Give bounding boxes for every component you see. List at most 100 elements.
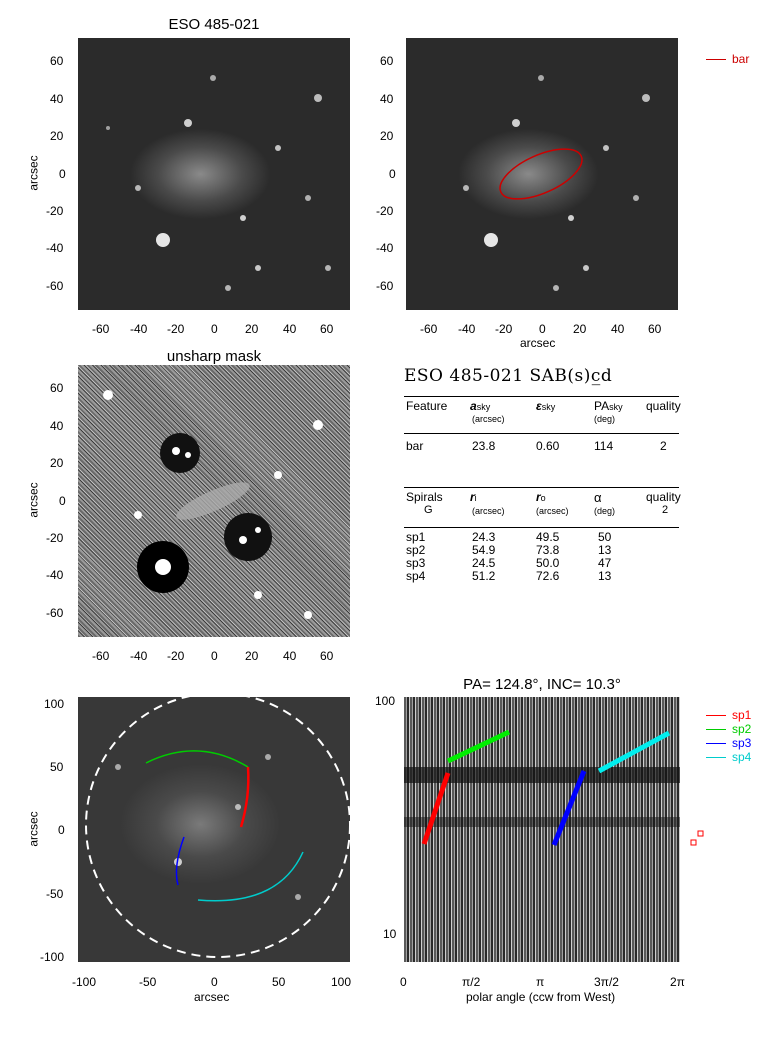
legend-markers [690,830,704,846]
sp-header-ri-symbol: r [470,490,475,504]
sp1-arc [239,766,250,828]
sp-row-ro: 49.5 [536,530,560,544]
legend-sp1-line [706,715,726,717]
sp-header-rule-bottom [404,527,679,528]
bar-header-rule-top [404,396,679,397]
sp2-line [446,729,511,764]
legend-sp4-label: sp4 [732,750,752,764]
ytick: 60 [50,54,64,68]
sp-header-alpha: α [594,490,602,505]
sp-header-ro: ro [536,490,546,504]
sp3-line [551,770,587,846]
xtick: -20 [167,322,185,336]
panel-ml-ylabel: arcsec [26,482,41,518]
bar-header-eps-symbol: ε [536,399,542,413]
bar-ellipse [499,148,583,200]
xtick: π/2 [462,975,481,989]
ytick: -40 [46,241,64,255]
panel-bl-image [78,692,351,962]
sp-row-ri: 24.3 [472,530,496,544]
xtick: -60 [92,322,110,336]
panel-bl-ylabel: arcsec [26,811,41,847]
xtick: π [536,975,545,989]
xtick: 0 [211,649,218,663]
bar-header-a-sub: sky [476,402,491,412]
xtick: 40 [611,322,625,336]
legend-sp3-line [706,743,726,745]
xtick: -40 [130,649,148,663]
xtick: -20 [167,649,185,663]
legend-bar: bar [706,52,749,66]
bar-header-feature: Feature [406,399,448,413]
ytick: -40 [376,241,394,255]
xtick: 0 [211,975,218,989]
sp-header-rule-top [404,487,679,488]
xtick: -20 [495,322,513,336]
sp1-line [421,772,451,845]
ytick: 0 [389,167,396,181]
legend-sp2-label: sp2 [732,722,752,736]
sp-header-ri-sub: i [474,493,477,503]
panel-br-xlabel: polar angle (ccw from West) [466,990,616,1004]
panel-tr-xlabel: arcsec [520,336,556,350]
ytick: 0 [58,823,65,837]
panel-ml-features [103,390,323,619]
sp4-arc [197,851,304,902]
sp-header-ro-symbol: r [536,490,541,504]
xtick: -40 [458,322,476,336]
panel-tl-stars [106,75,331,291]
bar-row-eps: 0.60 [536,439,560,453]
bar-row-a: 23.8 [472,439,496,453]
xtick: 60 [648,322,662,336]
xtick: 40 [283,649,297,663]
xtick: 20 [245,649,259,663]
panel-bl-overlay [85,692,351,958]
bar-row-pa: 114 [594,439,614,453]
legend-sp1-label: sp1 [732,708,752,722]
ytick: 100 [44,697,65,711]
bar-header-a-symbol: a [470,399,477,413]
panel-tr-image [406,38,678,310]
sp-header-ro-sub: o [540,493,546,503]
xtick: -60 [420,322,438,336]
sp-row-alpha: 50 [598,530,612,544]
ytick: -100 [40,950,65,964]
sp-row-name: sp3 [406,556,426,570]
legend-sp3: sp3 [706,736,751,750]
ytick: -20 [376,204,394,218]
xtick: -60 [92,649,110,663]
table-heading: ESO 485-021 SAB(s)c̲d [404,366,613,386]
legend-sp2: sp2 [706,722,751,736]
bar-header-eps: εsky [536,399,555,413]
panel-br-title: PA= 124.8°, INC= 10.3° [463,676,621,693]
sp-row-ro: 73.8 [536,543,560,557]
panel-ml-image [78,365,350,637]
sp-row-ri: 24.5 [472,556,496,570]
sp-header-alpha-unit: (deg) [594,506,616,516]
sp-header-quality-value: 2 [662,504,669,516]
sp-row-name: sp2 [406,543,426,557]
ytick: -50 [46,887,64,901]
panel-br-overlay [404,729,680,846]
panel-bl-xlabel: arcsec [194,990,230,1004]
bar-header-a: asky [470,399,490,413]
ytick: -40 [46,568,64,582]
ytick: -20 [46,531,64,545]
panel-tl-image [78,38,350,310]
sp-header-ro-unit: (arcsec) [536,506,569,516]
bar-header-pa-symbol: PA [594,399,610,413]
sp-row-alpha: 47 [598,556,612,570]
xtick: 2π [670,975,685,989]
sp-row-ri: 54.9 [472,543,496,557]
sp-header-spirals: Spirals [406,490,443,504]
panel-tl-ylabel: arcsec [26,155,41,191]
xtick: 0 [211,322,218,336]
ytick: -60 [376,279,394,293]
ytick: 40 [50,92,64,106]
panel-br-image [404,697,680,962]
xtick: 60 [320,322,334,336]
sp-row-ro: 50.0 [536,556,560,570]
sp-row-name: sp1 [406,530,426,544]
ytick: 10 [383,927,397,941]
bar-header-eps-sub: sky [541,402,556,412]
